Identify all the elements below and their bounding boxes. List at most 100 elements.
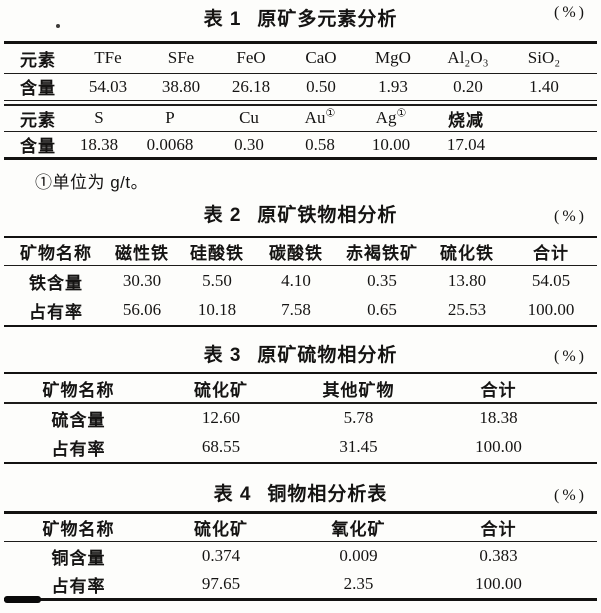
row-label-cell: 含量 [20,137,56,157]
data-cell: 2.35 [343,574,374,594]
header-cell: 合计 [480,519,517,539]
table-unit: (%) [554,487,587,505]
table-1-caption: 表 1 原矿多元素分析 (%) [0,0,601,34]
data-cell: 10.18 [197,300,237,320]
data-cell: 31.45 [339,437,378,457]
header-cell: 碳酸铁 [269,244,323,264]
table-row: 占有率 68.55 31.45 100.00 [0,433,601,462]
table-unit: (%) [554,207,587,225]
table-row: 铁含量 30.30 5.50 4.10 0.35 13.80 54.05 [0,266,601,296]
table-rule [4,72,597,74]
table-rule [4,265,597,267]
header-cell: 赤褐铁矿 [346,244,418,264]
table-4-caption: 表 4 铜物相分析表 (%) [0,483,601,507]
data-cell: 10.00 [371,134,411,154]
header-cell: Cu [239,108,259,128]
table-row: 占有率 97.65 2.35 100.00 [0,570,601,598]
table-rule [4,402,597,404]
table-label: 表 2 [203,204,242,226]
table-rule [4,371,597,375]
data-cell: 68.55 [201,437,241,457]
data-cell: 0.20 [453,76,483,96]
data-cell: 56.06 [122,300,162,320]
data-cell: 5.78 [343,408,374,428]
data-cell: 0.65 [367,300,397,320]
data-cell: 1.93 [378,76,408,96]
data-cell: 0.30 [234,134,264,154]
header-cell: MgO [375,48,411,67]
table-rule [4,104,597,106]
header-cell: 硫化矿 [194,380,248,400]
table-row: 铜含量 0.374 0.009 0.383 [0,542,601,570]
table-rule [4,461,597,465]
table-unit: (%) [554,348,587,366]
data-cell: 1.40 [529,76,559,96]
header-cell: 矿物名称 [42,519,115,539]
footnote-mark: ① [325,107,336,120]
header-cell: 其他矿物 [322,380,395,400]
data-cell: 30.30 [122,271,162,291]
data-cell: 7.58 [281,300,311,320]
data-cell: 26.18 [231,76,271,96]
table-rule [4,324,597,328]
header-cell: 合计 [533,244,569,264]
data-cell: 4.10 [281,271,311,291]
data-cell: 0.374 [201,546,241,566]
row-label-cell: 占有率 [51,576,106,596]
table-footnote: ①单位为 g/t。 [35,172,149,192]
table-label: 表 4 [213,484,252,506]
table-row: 占有率 56.06 10.18 7.58 0.65 25.53 100.00 [0,296,601,325]
data-cell: 13.80 [447,271,487,291]
table-row: 硫含量 12.60 5.78 18.38 [0,404,601,433]
table-2-caption: 表 2 原矿铁物相分析 (%) [0,204,601,229]
table-title: 原矿硫物相分析 [257,345,398,367]
table-row: 元素 TFe SFe FeO CaO MgO Al₂O₃ SiO₂ [0,44,601,73]
header-cell: SiO₂ [527,48,561,67]
scan-speckle [56,24,60,28]
data-cell: 18.38 [479,408,518,428]
table-1: 表 1 原矿多元素分析 (%) 元素 TFe SFe FeO CaO MgO Al… [0,0,601,160]
table-rule [4,598,597,601]
table-title: 铜物相分析表 [267,484,388,506]
table-row: 含量 54.03 38.80 26.18 0.50 1.93 0.20 1.40 [0,74,601,100]
header-cell: TFe [94,48,122,67]
header-cell: 硫化铁 [440,244,494,264]
row-label-cell: 占有率 [51,439,106,459]
header-cell: Al₂O₃ [447,48,489,67]
data-cell: 17.04 [446,134,486,154]
footnote-mark: ① [396,107,407,120]
header-cell: Au① [304,107,336,128]
header-cell: P [165,108,175,128]
table-row: 矿物名称 硫化矿 氧化矿 合计 [0,514,601,541]
header-cell: 硅酸铁 [190,244,244,264]
data-cell: 97.65 [201,574,241,594]
table-rule [4,157,597,160]
row-label-cell: 铁含量 [29,273,83,293]
table-rule [4,99,597,102]
table-rule [4,235,597,239]
table-rule [4,540,597,543]
row-label-cell: 含量 [20,79,56,99]
table-row: 含量 18.38 0.0068 0.30 0.58 10.00 17.04 [0,132,601,157]
data-cell: 54.03 [88,76,128,96]
header-cell: FeO [236,48,266,67]
header-cell: CaO [305,48,337,67]
table-label: 表 3 [203,345,242,367]
table-3-caption: 表 3 原矿硫物相分析 (%) [0,344,601,368]
scan-artifact [4,596,41,603]
row-label-cell: 铜含量 [51,548,106,568]
header-cell: 合计 [480,380,517,400]
data-cell: 0.009 [339,546,378,566]
table-2: 表 2 原矿铁物相分析 (%) 矿物名称 磁性铁 硅酸铁 碳酸铁 赤褐铁矿 硫化铁… [0,204,601,328]
table-row: 矿物名称 磁性铁 硅酸铁 碳酸铁 赤褐铁矿 硫化铁 合计 [0,238,601,265]
table-unit: (%) [554,4,587,21]
header-cell: 元素 [20,50,56,70]
data-cell: 5.50 [202,271,232,291]
data-cell: 0.35 [367,271,397,291]
row-label-cell: 硫含量 [51,410,106,430]
table-title: 原矿多元素分析 [257,9,398,30]
data-cell: 0.0068 [146,134,194,154]
data-cell: 18.38 [79,134,119,154]
table-rule [4,41,597,44]
